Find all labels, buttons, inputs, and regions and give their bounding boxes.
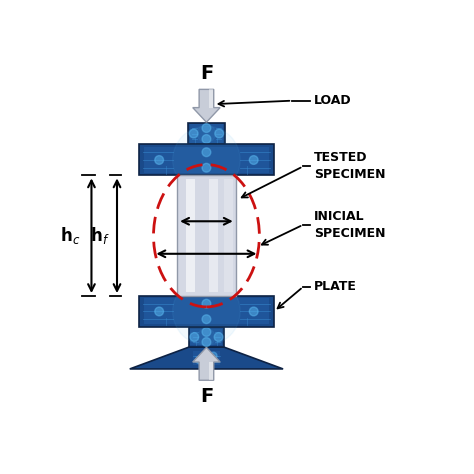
- Bar: [177, 175, 236, 296]
- Bar: [190, 124, 223, 143]
- Circle shape: [190, 333, 199, 341]
- Polygon shape: [193, 347, 220, 380]
- Bar: [193, 351, 220, 365]
- Text: D$_f$: D$_f$: [196, 263, 217, 283]
- Text: INICIAL
SPECIMEN: INICIAL SPECIMEN: [314, 210, 385, 240]
- Bar: [144, 147, 269, 173]
- Bar: [224, 179, 233, 292]
- Bar: [210, 179, 218, 292]
- Bar: [209, 90, 213, 108]
- Text: F: F: [200, 387, 213, 406]
- Circle shape: [202, 315, 211, 324]
- Circle shape: [202, 124, 211, 132]
- Bar: [144, 299, 269, 325]
- Bar: [189, 327, 224, 347]
- Circle shape: [173, 126, 240, 194]
- Bar: [139, 296, 274, 327]
- Text: h$_f$: h$_f$: [90, 225, 109, 246]
- Bar: [209, 362, 213, 380]
- Circle shape: [249, 155, 258, 164]
- Circle shape: [198, 328, 215, 346]
- Text: h$_c$: h$_c$: [60, 225, 81, 246]
- Text: LOAD: LOAD: [314, 94, 352, 107]
- Text: F: F: [200, 64, 213, 83]
- Circle shape: [173, 278, 240, 345]
- Circle shape: [202, 337, 211, 346]
- Circle shape: [215, 129, 224, 138]
- Circle shape: [155, 155, 164, 164]
- Circle shape: [249, 307, 258, 316]
- Circle shape: [202, 328, 211, 337]
- Circle shape: [202, 148, 211, 156]
- Polygon shape: [130, 347, 283, 369]
- Circle shape: [202, 164, 211, 172]
- Circle shape: [155, 307, 164, 316]
- Bar: [139, 145, 274, 175]
- Circle shape: [214, 333, 223, 341]
- Text: TESTED
SPECIMEN: TESTED SPECIMEN: [314, 151, 385, 182]
- Circle shape: [196, 356, 203, 364]
- Circle shape: [210, 352, 217, 359]
- Circle shape: [197, 124, 216, 143]
- Bar: [186, 179, 195, 292]
- Bar: [191, 328, 222, 346]
- Circle shape: [202, 135, 211, 143]
- Circle shape: [202, 299, 211, 308]
- Text: PLATE: PLATE: [314, 280, 357, 293]
- Polygon shape: [193, 90, 220, 122]
- Text: D$_o$: D$_o$: [195, 192, 218, 212]
- Circle shape: [189, 129, 198, 138]
- Bar: [188, 123, 225, 145]
